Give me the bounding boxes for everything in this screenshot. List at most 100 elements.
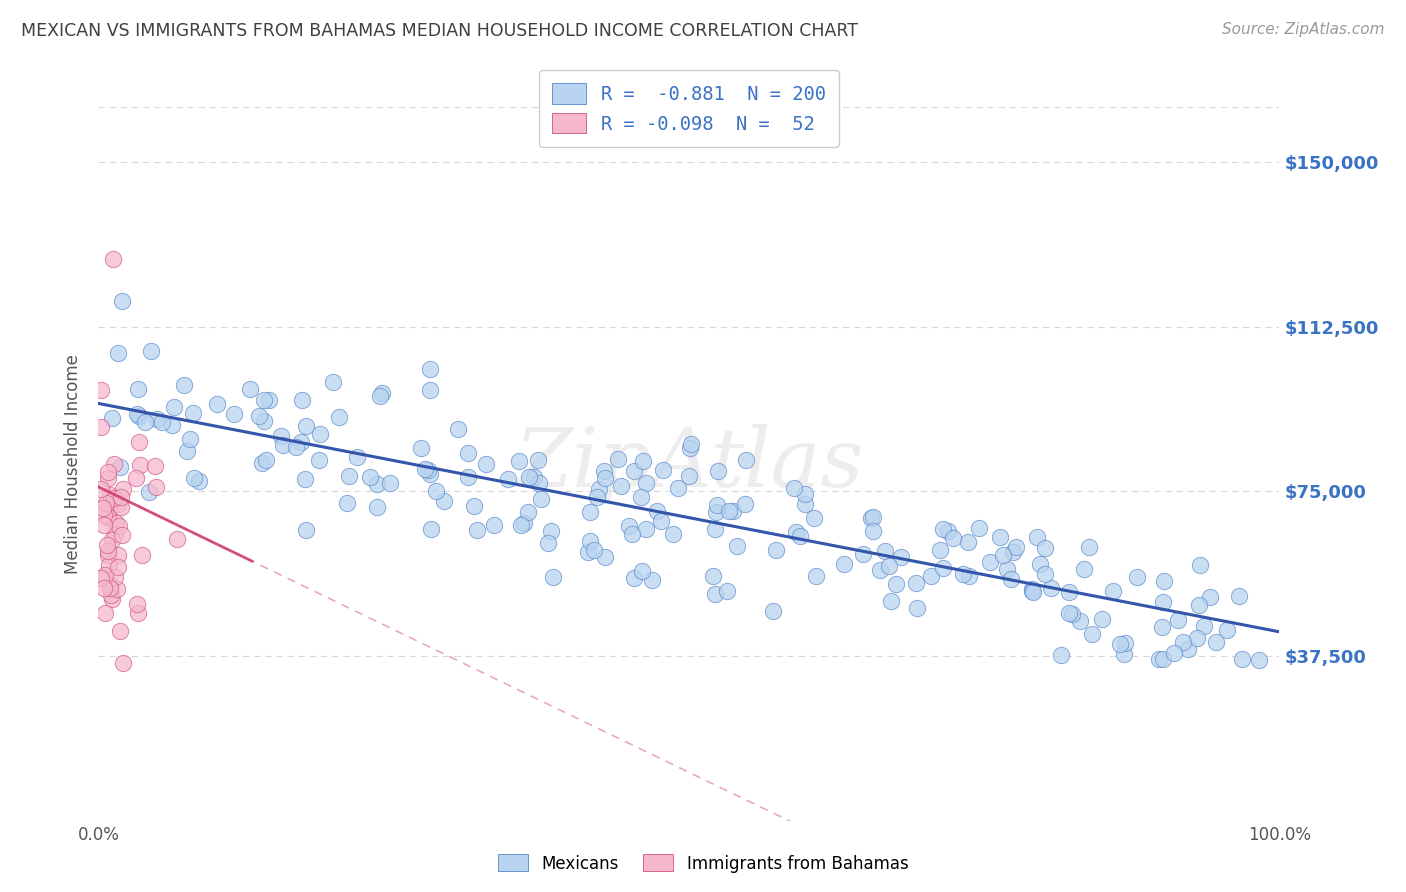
Point — [862, 524, 884, 538]
Point — [782, 481, 804, 495]
Point — [636, 522, 658, 536]
Point — [1101, 584, 1123, 599]
Point — [716, 584, 738, 599]
Point — [111, 294, 134, 309]
Point — [336, 496, 359, 510]
Point — [284, 440, 307, 454]
Point — [762, 603, 785, 617]
Point — [640, 573, 662, 587]
Point — [447, 422, 470, 436]
Point — [723, 504, 745, 518]
Point — [104, 516, 127, 531]
Point — [1021, 584, 1043, 599]
Point — [920, 568, 942, 582]
Point — [127, 597, 149, 611]
Point — [1152, 652, 1174, 666]
Point — [425, 484, 447, 499]
Point — [337, 469, 360, 483]
Point — [346, 450, 368, 464]
Point — [90, 383, 112, 397]
Point — [457, 446, 479, 460]
Point — [378, 475, 401, 490]
Point — [366, 500, 388, 514]
Point — [1188, 598, 1211, 612]
Point — [1205, 634, 1227, 648]
Point — [860, 511, 883, 525]
Point — [1057, 584, 1080, 599]
Point — [579, 504, 602, 518]
Point — [1033, 567, 1056, 582]
Legend: R =  -0.881  N = 200, R = -0.098  N =  52: R = -0.881 N = 200, R = -0.098 N = 52 — [538, 70, 839, 146]
Point — [508, 454, 530, 468]
Point — [991, 548, 1014, 562]
Point — [785, 524, 807, 539]
Point — [163, 400, 186, 414]
Point — [1040, 582, 1063, 596]
Point — [734, 497, 756, 511]
Point — [1000, 572, 1022, 586]
Point — [516, 505, 538, 519]
Point — [588, 482, 610, 496]
Point — [1081, 627, 1104, 641]
Point — [110, 500, 132, 514]
Point — [1152, 595, 1174, 609]
Point — [593, 471, 616, 485]
Point — [101, 591, 124, 606]
Point — [1152, 620, 1174, 634]
Point — [650, 514, 672, 528]
Point — [527, 476, 550, 491]
Point — [93, 501, 115, 516]
Point — [540, 524, 562, 538]
Point — [97, 558, 120, 572]
Point — [679, 442, 702, 456]
Point — [97, 471, 120, 485]
Point — [702, 569, 724, 583]
Point — [1077, 540, 1099, 554]
Point — [127, 606, 149, 620]
Point — [143, 459, 166, 474]
Point — [97, 548, 120, 562]
Point — [181, 406, 204, 420]
Point — [166, 532, 188, 546]
Point — [105, 582, 128, 597]
Point — [270, 429, 292, 443]
Point — [247, 409, 270, 423]
Point — [128, 435, 150, 450]
Point — [110, 490, 132, 504]
Point — [96, 539, 118, 553]
Point — [794, 497, 817, 511]
Point — [160, 417, 183, 432]
Point — [111, 528, 134, 542]
Point — [179, 432, 201, 446]
Point — [134, 415, 156, 429]
Point — [108, 519, 131, 533]
Point — [141, 343, 163, 358]
Point — [98, 578, 121, 592]
Point — [636, 475, 658, 490]
Point — [366, 477, 388, 491]
Point — [537, 536, 560, 550]
Point — [150, 415, 173, 429]
Point — [173, 378, 195, 392]
Point — [98, 488, 121, 502]
Point — [222, 407, 245, 421]
Point — [93, 508, 115, 522]
Point — [187, 474, 209, 488]
Point — [905, 601, 928, 615]
Point — [765, 543, 787, 558]
Point — [108, 624, 131, 638]
Point — [1114, 636, 1136, 650]
Point — [735, 453, 758, 467]
Point — [679, 437, 702, 451]
Point — [623, 571, 645, 585]
Point — [93, 567, 115, 582]
Point — [803, 511, 825, 525]
Point — [793, 486, 815, 500]
Point — [967, 521, 990, 535]
Point — [128, 458, 150, 473]
Point — [101, 252, 124, 266]
Point — [704, 522, 727, 536]
Point — [111, 657, 134, 671]
Point — [630, 490, 652, 504]
Point — [509, 517, 531, 532]
